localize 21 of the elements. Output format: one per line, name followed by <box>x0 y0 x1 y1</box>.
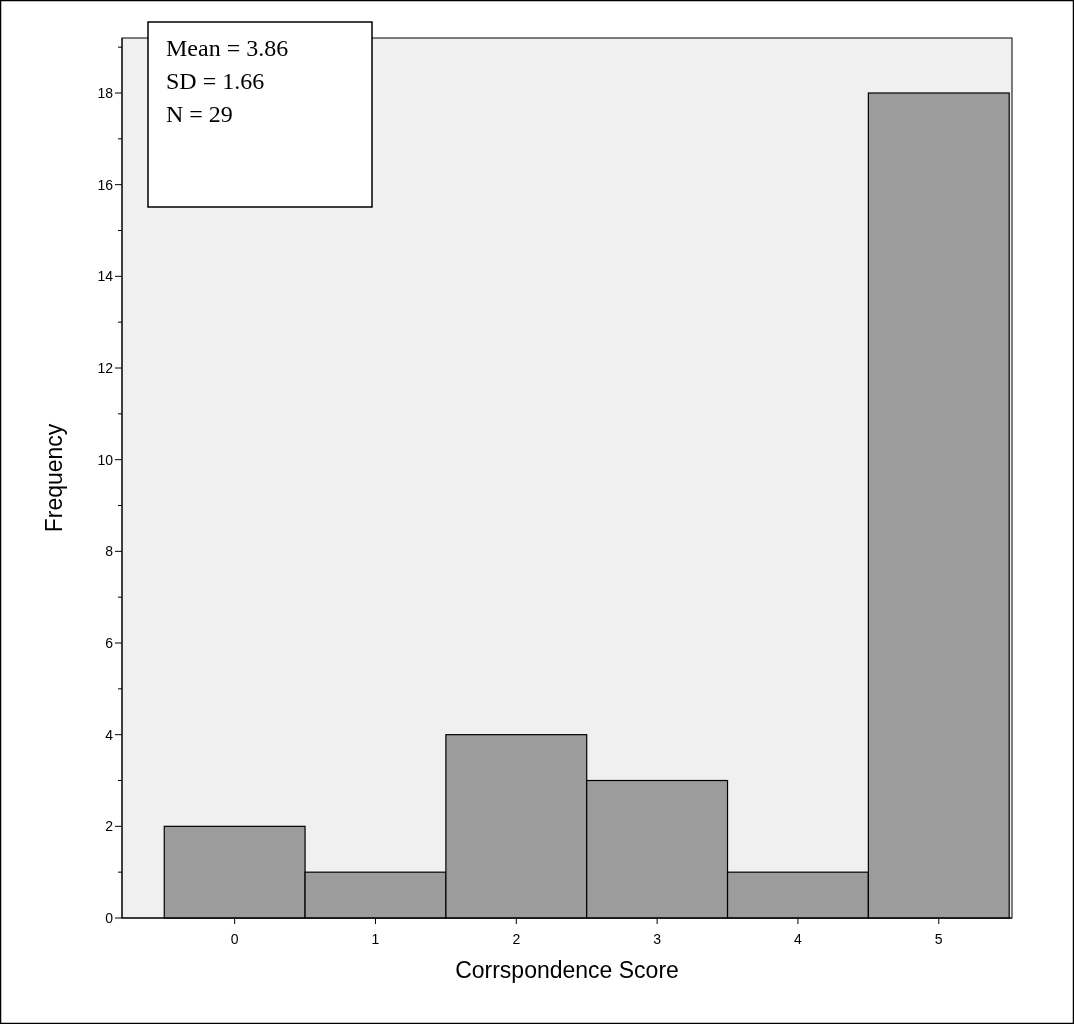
y-tick-label: 8 <box>105 543 114 560</box>
x-tick-label: 4 <box>794 931 803 947</box>
y-tick-label: 10 <box>97 451 114 468</box>
x-tick-label: 2 <box>512 931 521 947</box>
x-tick-label: 1 <box>371 931 380 947</box>
y-tick-label: 6 <box>105 634 114 651</box>
y-tick-label: 14 <box>97 268 114 285</box>
x-tick-label: 5 <box>934 931 943 947</box>
y-axis-title: Frequency <box>41 423 67 533</box>
y-tick-label: 16 <box>97 176 114 193</box>
y-tick-label: 18 <box>97 84 114 101</box>
y-tick-label: 0 <box>105 909 114 926</box>
annotation: SD = 1.66 <box>166 68 265 94</box>
x-axis-title: Corrspondence Score <box>455 957 679 983</box>
x-tick-label: 3 <box>653 931 662 947</box>
annotation: Mean = 3.86 <box>166 35 289 61</box>
y-tick-label: 2 <box>105 818 114 835</box>
y-tick-label: 12 <box>97 359 114 376</box>
x-tick-label: 0 <box>230 931 239 947</box>
y-tick-label: 4 <box>105 726 114 743</box>
annotation: N = 29 <box>166 101 233 127</box>
